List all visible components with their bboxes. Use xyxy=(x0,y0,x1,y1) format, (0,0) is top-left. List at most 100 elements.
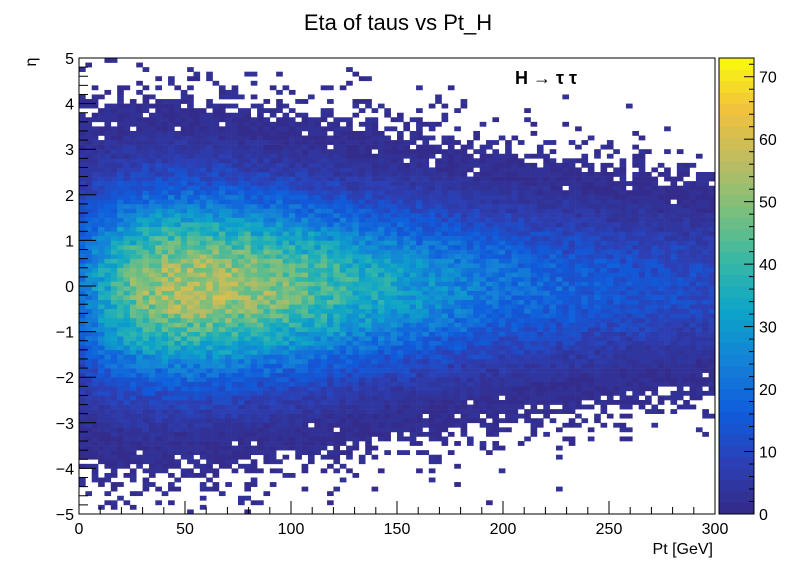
heatmap-bin xyxy=(288,395,296,401)
heatmap-bin xyxy=(110,354,118,360)
heatmap-bin xyxy=(168,381,175,387)
heatmap-bin xyxy=(161,190,169,196)
heatmap-bin xyxy=(104,176,112,182)
heatmap-bin xyxy=(288,167,296,173)
heatmap-bin xyxy=(91,308,99,314)
heatmap-bin xyxy=(307,199,315,205)
heatmap-bin xyxy=(161,254,169,259)
heatmap-bin xyxy=(129,108,137,114)
heatmap-bin xyxy=(174,217,182,223)
heatmap-bin xyxy=(193,459,201,465)
heatmap-bin xyxy=(206,254,213,259)
heatmap-bin xyxy=(250,463,258,469)
heatmap-bin xyxy=(250,217,258,223)
heatmap-bin xyxy=(244,308,252,314)
heatmap-bin xyxy=(390,226,398,232)
heatmap-bin xyxy=(117,103,124,109)
heatmap-bin xyxy=(238,208,245,214)
heatmap-bin xyxy=(390,194,398,200)
heatmap-bin xyxy=(307,295,315,300)
heatmap-bin xyxy=(282,276,290,282)
heatmap-bin xyxy=(104,144,112,150)
heatmap-bin xyxy=(161,491,169,497)
heatmap-bin xyxy=(460,290,468,296)
heatmap-bin xyxy=(346,308,353,314)
heatmap-bin xyxy=(91,149,99,155)
heatmap-bin xyxy=(320,363,328,369)
heatmap-bin xyxy=(416,181,423,186)
heatmap-bin xyxy=(441,331,449,337)
heatmap-bin xyxy=(460,172,468,177)
heatmap-bin xyxy=(377,222,385,228)
heatmap-bin xyxy=(193,404,201,410)
heatmap-bin xyxy=(435,354,442,360)
heatmap-bin xyxy=(148,153,156,159)
heatmap-bin xyxy=(212,409,220,414)
heatmap-bin xyxy=(441,322,449,328)
heatmap-bin xyxy=(460,203,468,209)
heatmap-bin xyxy=(269,317,277,323)
heatmap-bin xyxy=(212,431,220,437)
heatmap-bin xyxy=(250,144,258,150)
heatmap-bin xyxy=(257,427,264,433)
heatmap-bin xyxy=(199,454,207,460)
heatmap-bin xyxy=(365,381,372,387)
heatmap-bin xyxy=(212,436,220,442)
heatmap-bin xyxy=(104,272,112,278)
heatmap-bin xyxy=(339,358,347,364)
heatmap-bin xyxy=(168,368,175,373)
heatmap-bin xyxy=(454,281,461,287)
heatmap-bin xyxy=(129,358,137,364)
heatmap-bin xyxy=(269,203,277,209)
heatmap-bin xyxy=(333,263,341,269)
heatmap-bin xyxy=(358,322,366,328)
heatmap-bin xyxy=(409,235,417,241)
heatmap-bin xyxy=(174,140,182,145)
heatmap-bin xyxy=(422,295,430,300)
heatmap-bin xyxy=(314,395,321,401)
heatmap-bin xyxy=(352,409,360,414)
heatmap-bin xyxy=(79,67,86,72)
heatmap-bin xyxy=(168,482,175,487)
heatmap-bin xyxy=(85,226,93,232)
heatmap-bin xyxy=(333,144,341,150)
heatmap-bin xyxy=(123,85,131,91)
heatmap-bin xyxy=(352,103,360,109)
heatmap-bin xyxy=(174,336,182,342)
heatmap-bin xyxy=(129,304,137,310)
heatmap-bin xyxy=(422,336,430,342)
heatmap-bin xyxy=(435,368,442,373)
heatmap-bin xyxy=(263,276,271,282)
heatmap-bin xyxy=(136,108,143,114)
heatmap-bin xyxy=(257,286,264,291)
heatmap-bin xyxy=(117,235,124,241)
heatmap-bin xyxy=(307,140,315,145)
heatmap-bin xyxy=(187,108,194,114)
heatmap-bin xyxy=(276,468,283,474)
heatmap-bin xyxy=(123,249,131,255)
heatmap-bin xyxy=(409,436,417,442)
heatmap-bin xyxy=(180,358,188,364)
heatmap-bin xyxy=(110,240,118,246)
heatmap-bin xyxy=(454,422,461,428)
heatmap-bin xyxy=(187,295,194,300)
heatmap-bin xyxy=(479,400,487,405)
heatmap-bin xyxy=(85,208,93,214)
heatmap-bin xyxy=(358,372,366,378)
heatmap-bin xyxy=(148,235,156,241)
heatmap-bin xyxy=(466,345,474,351)
heatmap-bin xyxy=(257,317,264,323)
heatmap-bin xyxy=(212,222,220,228)
heatmap-bin xyxy=(454,249,461,255)
heatmap-bin xyxy=(79,258,86,264)
heatmap-bin xyxy=(422,368,430,373)
heatmap-bin xyxy=(85,217,93,223)
heatmap-bin xyxy=(333,267,341,273)
heatmap-bin xyxy=(384,349,391,355)
heatmap-bin xyxy=(155,126,162,132)
heatmap-bin xyxy=(384,254,391,259)
heatmap-bin xyxy=(435,345,442,351)
heatmap-bin xyxy=(199,445,207,451)
heatmap-bin xyxy=(180,445,188,451)
heatmap-bin xyxy=(155,327,162,332)
